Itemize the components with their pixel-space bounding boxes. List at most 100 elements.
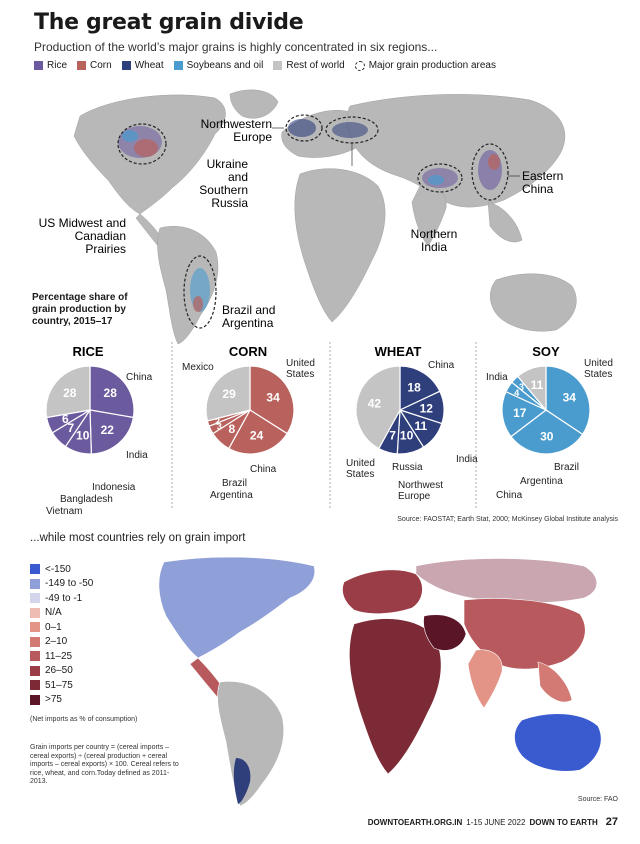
pie-country-label: China xyxy=(250,464,277,475)
pie-value-label: 17 xyxy=(513,406,527,420)
russia-import xyxy=(415,558,598,604)
india-import xyxy=(467,649,503,709)
greenland-landmass xyxy=(229,89,279,119)
legend-corn-swatch xyxy=(77,61,87,70)
pie-value-label: 22 xyxy=(101,423,115,437)
import-legend-item: >75 xyxy=(30,693,93,708)
pie-value-label: 28 xyxy=(63,386,77,400)
source-note-1: Source: FAOSTAT; Earth Stat, 2000; McKin… xyxy=(397,516,618,523)
import-legend-label: 2–10 xyxy=(45,636,68,648)
import-legend-item: 0–1 xyxy=(30,620,93,635)
europe-import xyxy=(342,569,423,614)
pie-value-label: 7 xyxy=(68,421,75,435)
pie-value-label: 34 xyxy=(266,390,280,404)
pie-slice xyxy=(501,390,548,438)
import-legend-label: -49 to -1 xyxy=(45,592,83,604)
page-subtitle: Production of the world’s major grains i… xyxy=(34,40,438,54)
pie-country-label: Brazil xyxy=(554,462,579,473)
pie-country-label: Vietnam xyxy=(46,506,83,517)
import-legend-label: >75 xyxy=(45,694,62,706)
production-hotspots xyxy=(118,119,502,312)
pie-value-label: 29 xyxy=(222,387,236,401)
pie-country-label: Northwest Europe xyxy=(398,480,443,502)
grain-production-map xyxy=(73,89,577,345)
pie-value-label: 42 xyxy=(368,396,382,410)
import-legend-swatch xyxy=(30,636,40,647)
australia-import xyxy=(514,713,602,772)
source-note-2: Source: FAO xyxy=(577,796,618,803)
pie-country-label: Brazil xyxy=(222,478,247,489)
page-title: The great grain divide xyxy=(34,10,304,35)
import-legend-item: 2–10 xyxy=(30,635,93,650)
southeast-asia-import xyxy=(537,661,573,703)
pie-country-label: India xyxy=(486,372,508,383)
pie-soy: SOY 34 30 17 43 11 United States Brazil Argentina… xyxy=(486,344,613,501)
pie-country-label: China xyxy=(126,372,153,383)
pie-country-label: India xyxy=(126,450,148,461)
legend-soy: Soybeans and oil xyxy=(173,60,264,71)
pie-value-label: 30 xyxy=(540,429,554,443)
import-legend-item: -49 to -1 xyxy=(30,591,93,606)
pie-slice xyxy=(89,409,135,455)
legend-corn: Corn xyxy=(77,60,112,71)
australia-landmass xyxy=(490,273,577,332)
legend-rice: Rice xyxy=(34,60,67,71)
pie-country-label: United States xyxy=(286,358,315,380)
pie-charts: RICE2822107628ChinaIndiaIndonesiaBanglad… xyxy=(45,342,613,517)
import-legend-item: 51–75 xyxy=(30,678,93,693)
pie-value-label: 10 xyxy=(400,429,414,443)
import-legend-swatch xyxy=(30,607,40,618)
pie-slice xyxy=(399,365,441,411)
import-legend-item: <-150 xyxy=(30,562,93,577)
import-legend-label: N/A xyxy=(45,607,62,619)
pie-title: WHEAT xyxy=(375,344,422,359)
import-legend-item: N/A xyxy=(30,606,93,621)
import-formula-note: Grain imports per country = (cereal impo… xyxy=(30,744,179,785)
pie-value-label: 3 xyxy=(217,422,222,432)
pie-country-label: Mexico xyxy=(182,362,214,373)
import-legend-label: 51–75 xyxy=(45,679,73,691)
legend-areas: Major grain production areas xyxy=(354,60,496,71)
pie-title: RICE xyxy=(72,344,103,359)
grain-import-map xyxy=(158,556,602,807)
africa-landmass xyxy=(294,168,386,323)
pie-corn: CORN 34 24 832 29 United States ChinaBrazilArge… xyxy=(182,344,315,501)
footer-date: 1-15 JUNE 2022 xyxy=(466,818,526,827)
pie-slice xyxy=(355,365,401,450)
middle-east-import xyxy=(423,614,467,651)
pie-country-label: Indonesia xyxy=(92,482,136,493)
import-legend-swatch xyxy=(30,665,40,676)
legend-corn-label: Corn xyxy=(90,60,112,71)
import-legend-swatch xyxy=(30,593,40,604)
pie-value-label: 7 xyxy=(389,428,396,442)
pie-slice xyxy=(516,365,547,412)
pie-value-label: 12 xyxy=(420,401,434,415)
share-chart-title: Percentage share of grain production by … xyxy=(32,292,128,327)
import-legend-label: -149 to -50 xyxy=(45,578,94,590)
pie-title: SOY xyxy=(532,344,560,359)
pie-country-label: China xyxy=(428,360,455,371)
legend-rice-swatch xyxy=(34,61,43,70)
india-landmass xyxy=(411,185,447,247)
legend-wheat: Wheat xyxy=(121,60,164,71)
pie-value-label: 3 xyxy=(519,382,524,392)
import-legend: <-150 -149 to -50 -49 to -1 N/A 0–1 2–10 11–25… xyxy=(30,562,93,707)
import-legend-item: 11–25 xyxy=(30,649,93,664)
africa-import xyxy=(349,618,442,775)
pie-value-label: 10 xyxy=(76,428,90,442)
pie-country-label: Bangladesh xyxy=(60,494,113,505)
legend-rest-label: Rest of world xyxy=(286,60,345,71)
footer-site: DOWNTOEARTH.ORG.IN xyxy=(367,818,463,827)
legend-wheat-label: Wheat xyxy=(134,60,164,71)
south-america-import xyxy=(217,681,285,807)
pie-value-label: 28 xyxy=(104,386,118,400)
south-america-landmass xyxy=(157,226,219,345)
pie-value-label: 34 xyxy=(563,391,577,405)
legend-rest-swatch xyxy=(273,61,283,70)
legend-soy-label: Soybeans and oil xyxy=(186,60,264,71)
import-legend-swatch xyxy=(30,564,40,575)
import-legend-swatch xyxy=(30,578,40,589)
pie-dividers xyxy=(171,342,477,510)
import-legend-item: -149 to -50 xyxy=(30,577,93,592)
